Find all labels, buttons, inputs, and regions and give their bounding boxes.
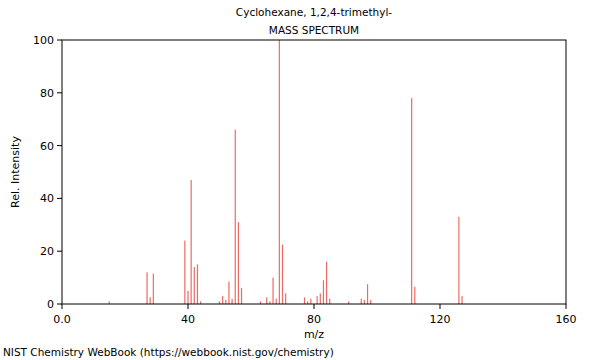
peak [364,300,365,304]
x-tick-label: 160 [556,313,577,326]
peak [225,300,226,304]
peak [461,296,462,304]
peak [326,262,327,304]
peak [310,299,311,304]
x-tick [62,304,63,309]
peak [317,296,318,304]
peak [153,274,154,304]
peak [146,272,147,304]
y-tick [57,251,62,252]
chart-container: Cyclohexane, 1,2,4-trimethyl- MASS SPECTR… [0,0,600,360]
peak [235,130,236,304]
peak [279,40,280,304]
y-axis-label: Rel. Intensity [9,136,22,208]
peak [329,299,330,304]
bars [109,40,463,304]
y-tick [57,92,62,93]
peak [187,291,188,304]
peak [323,280,324,304]
chart-svg: Cyclohexane, 1,2,4-trimethyl- MASS SPECTR… [0,0,600,360]
peak [266,297,267,304]
peak [320,293,321,304]
y-tick-label: 20 [40,245,54,258]
peak [228,282,229,304]
peak [414,287,415,304]
peak [272,278,273,304]
y-tick-label: 60 [40,140,54,153]
y-tick-label: 80 [40,87,54,100]
x-tick-label: 80 [307,313,321,326]
peak [191,180,192,304]
y-tick [57,145,62,146]
peak [285,293,286,304]
peak [361,299,362,304]
peak [238,222,239,304]
peak [222,296,223,304]
y-tick [57,198,62,199]
peak [232,299,233,304]
peak [458,217,459,304]
peak [370,300,371,304]
peak [150,297,151,304]
peak [282,245,283,304]
x-tick [440,304,441,309]
peak [197,264,198,304]
peak [304,297,305,304]
x-tick-label: 120 [430,313,451,326]
x-tick [188,304,189,309]
y-tick [57,304,62,305]
peak [194,267,195,304]
source-note: NIST Chemistry WebBook (https://webbook.… [3,346,334,358]
x-tick-label: 40 [181,313,195,326]
peak [411,98,412,304]
subtitle: MASS SPECTRUM [269,24,359,36]
y-tick-label: 40 [40,192,54,205]
x-tick-label: 0.0 [53,313,71,326]
x-tick [314,304,315,309]
peak [241,288,242,304]
peak [184,241,185,304]
y-tick [57,40,62,41]
title: Cyclohexane, 1,2,4-trimethyl- [236,6,392,18]
plot-frame [62,40,566,304]
y-tick-label: 100 [33,34,54,47]
y-tick-label: 0 [47,298,54,311]
peak [367,284,368,304]
x-axis-label: m/z [304,328,324,341]
x-tick [566,304,567,309]
peak [276,299,277,304]
